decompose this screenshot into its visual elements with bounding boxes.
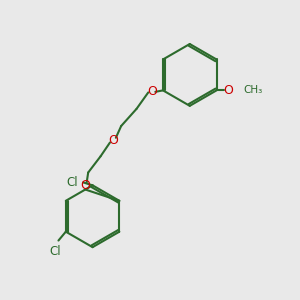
Text: Cl: Cl: [50, 245, 61, 258]
Text: O: O: [147, 85, 157, 98]
Text: O: O: [80, 179, 90, 192]
Text: O: O: [223, 84, 233, 97]
Text: O: O: [108, 134, 118, 147]
Text: CH₃: CH₃: [243, 85, 262, 95]
Text: Cl: Cl: [66, 176, 78, 189]
